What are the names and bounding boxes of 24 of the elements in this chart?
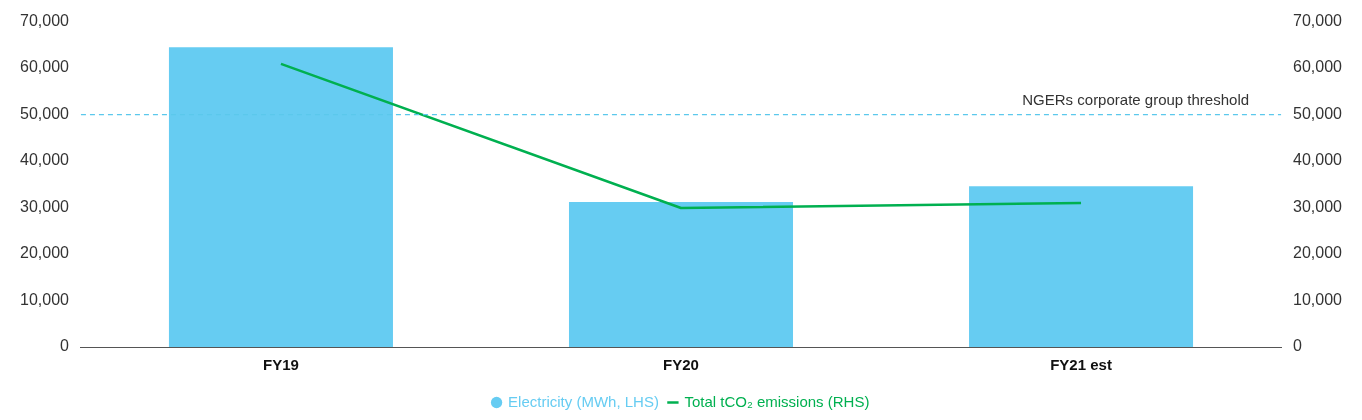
x-tick-label: FY21 est — [1050, 356, 1112, 374]
legend-label: Electricity (MWh, LHS) — [508, 392, 659, 410]
y-tick-label: 50,000 — [20, 104, 70, 122]
y2-tick-label: 60,000 — [1293, 58, 1343, 76]
y-tick-label: 0 — [60, 337, 70, 355]
y-tick-label: 70,000 — [20, 12, 70, 30]
y2-tick-label: 70,000 — [1293, 12, 1343, 30]
legend-label: Total tCO₂ emissions (RHS) — [684, 392, 870, 410]
x-tick-label: FY20 — [663, 356, 699, 374]
x-tick-label: FY19 — [263, 356, 299, 374]
y-tick-label: 60,000 — [20, 58, 70, 76]
y-tick-label: 30,000 — [20, 197, 70, 215]
y-tick-label: 40,000 — [20, 151, 70, 169]
bar — [568, 201, 794, 347]
y2-tick-label: 0 — [1293, 337, 1303, 355]
y-tick-label: 20,000 — [20, 244, 70, 262]
y2-tick-label: 30,000 — [1293, 197, 1343, 215]
y-tick-label: 10,000 — [20, 290, 70, 308]
ref-line-label: NGERs corporate group threshold — [1022, 91, 1250, 109]
y2-tick-label: 10,000 — [1293, 290, 1343, 308]
y2-tick-label: 50,000 — [1293, 104, 1343, 122]
y2-tick-label: 20,000 — [1293, 244, 1343, 262]
bar — [969, 186, 1194, 347]
y2-tick-label: 40,000 — [1293, 151, 1343, 169]
